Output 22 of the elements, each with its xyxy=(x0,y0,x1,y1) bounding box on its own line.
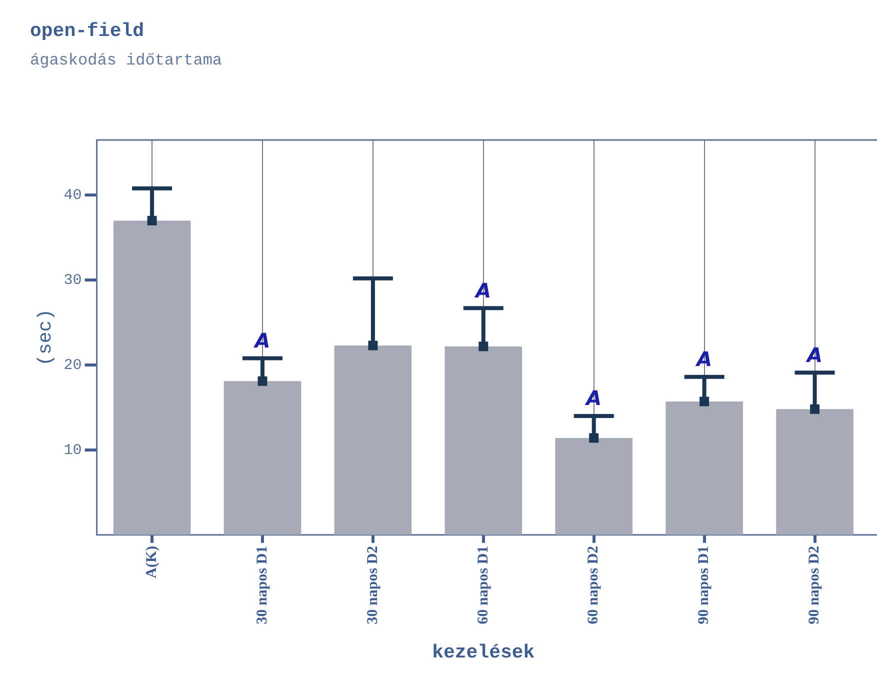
chart-title: open-field xyxy=(30,20,144,42)
bar xyxy=(224,381,302,535)
y-tick-label: 40 xyxy=(64,187,82,204)
x-tick-label: 60 napos D1 xyxy=(475,546,492,624)
bar xyxy=(113,220,191,535)
y-axis-title: (sec) xyxy=(34,308,56,366)
x-tick-label: 30 napos D2 xyxy=(364,546,381,624)
x-tick-label: 90 napos D1 xyxy=(696,546,712,624)
y-tick-label: 30 xyxy=(64,272,82,290)
y-tick-label: 20 xyxy=(64,356,82,374)
x-tick-label: 30 napos D1 xyxy=(254,546,270,624)
y-tick-label: 10 xyxy=(64,442,82,459)
bar xyxy=(555,438,633,535)
chart-subtitle: ágaskodás időtartama xyxy=(30,52,222,70)
bar xyxy=(334,345,412,535)
bar xyxy=(444,346,522,535)
x-tick-label: 90 napos D2 xyxy=(806,546,823,624)
x-tick-label: A(K) xyxy=(144,546,160,578)
bar xyxy=(666,402,743,535)
x-tick-label: 60 napos D2 xyxy=(586,546,602,624)
bar xyxy=(776,409,854,535)
x-axis-title: kezelések xyxy=(432,641,535,664)
